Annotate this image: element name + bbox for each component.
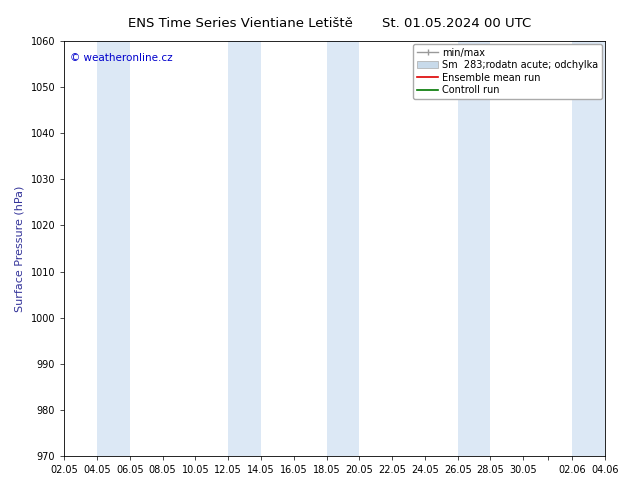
Bar bbox=[228, 41, 261, 456]
Text: ENS Time Series Vientiane Letiště: ENS Time Series Vientiane Letiště bbox=[129, 17, 353, 30]
Text: © weatheronline.cz: © weatheronline.cz bbox=[70, 53, 172, 64]
Bar bbox=[327, 41, 359, 456]
Bar bbox=[97, 41, 130, 456]
Y-axis label: Surface Pressure (hPa): Surface Pressure (hPa) bbox=[15, 185, 25, 312]
Bar bbox=[573, 41, 605, 456]
Legend: min/max, Sm  283;rodatn acute; odchylka, Ensemble mean run, Controll run: min/max, Sm 283;rodatn acute; odchylka, … bbox=[413, 44, 602, 99]
Text: St. 01.05.2024 00 UTC: St. 01.05.2024 00 UTC bbox=[382, 17, 531, 30]
Bar bbox=[458, 41, 491, 456]
